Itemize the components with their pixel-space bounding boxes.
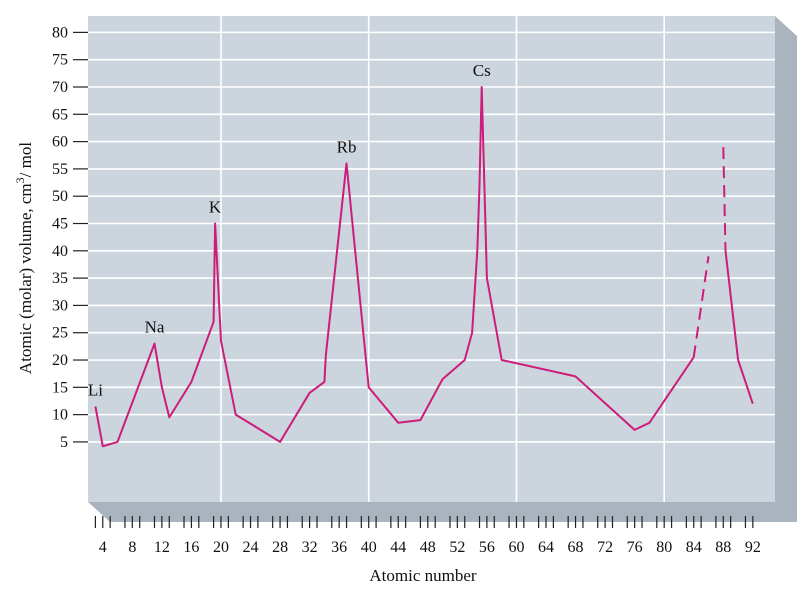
x-tick-label: 28 xyxy=(272,539,288,556)
x-tick-label: 60 xyxy=(508,539,524,556)
y-tick-label: 40 xyxy=(52,243,68,260)
x-axis-title: Atomic number xyxy=(369,566,477,585)
x-tick-label: 4 xyxy=(99,539,107,556)
x-tick-label: 40 xyxy=(361,539,377,556)
x-tick-label: 36 xyxy=(331,539,347,556)
panel-right-side xyxy=(775,16,797,522)
x-tick-label: 72 xyxy=(597,539,613,556)
y-tick-label: 65 xyxy=(52,106,68,123)
data-line-segment-4 xyxy=(724,250,754,405)
y-tick-label: 45 xyxy=(52,216,68,233)
y-axis: 5 10 15 20 25 30 35 40 45 50 55 60 65 70 75 80 xyxy=(52,24,88,451)
panel-bottom-side xyxy=(88,502,797,522)
y-tick-label: 30 xyxy=(52,297,68,314)
y-tick-label: 20 xyxy=(52,352,68,369)
x-tick-label: 16 xyxy=(183,539,199,556)
x-tick-label: 84 xyxy=(686,539,702,556)
element-label-li: Li xyxy=(88,381,103,400)
data-line-segment-3 xyxy=(722,147,727,251)
y-tick-label: 25 xyxy=(52,325,68,342)
annot-layer: Li Na K Rb Cs xyxy=(88,61,491,399)
y-tick-label: 50 xyxy=(52,188,68,205)
x-tick-label: 68 xyxy=(568,539,584,556)
y-tick-label: 70 xyxy=(52,79,68,96)
element-label-k: K xyxy=(209,198,222,217)
x-tick-label: 8 xyxy=(128,539,136,556)
x-tick-label: 32 xyxy=(302,539,318,556)
x-tick-label: 24 xyxy=(243,539,259,556)
element-label-rb: Rb xyxy=(337,138,357,157)
x-tick-label: 64 xyxy=(538,539,554,556)
y-tick-label: 35 xyxy=(52,270,68,287)
x-tick-label: 52 xyxy=(449,539,465,556)
x-tick-label: 44 xyxy=(390,539,406,556)
y-tick-label: 80 xyxy=(52,24,68,41)
grid-layer xyxy=(88,16,775,502)
y-tick-label: 60 xyxy=(52,134,68,151)
x-tick-label: 88 xyxy=(715,539,731,556)
y-axis-title-superscript: 3 xyxy=(13,177,27,183)
x-tick-label: 92 xyxy=(745,539,761,556)
y-tick-label: 10 xyxy=(52,407,68,424)
data-line-segment-1 xyxy=(94,86,695,448)
y-tick-label: 5 xyxy=(60,434,68,451)
y-tick-label: 75 xyxy=(52,52,68,69)
y-axis-title-main: Atomic (molar) volume, cm xyxy=(16,183,35,374)
element-label-cs: Cs xyxy=(473,61,491,80)
x-tick-label: 56 xyxy=(479,539,495,556)
x-tick-label: 12 xyxy=(154,539,170,556)
x-tick-label: 20 xyxy=(213,539,229,556)
y-axis-title-tail: / mol xyxy=(16,142,35,178)
x-tick-label: 80 xyxy=(656,539,672,556)
y-axis-title: Atomic (molar) volume, cm3/ mol xyxy=(13,142,35,374)
plot-panel xyxy=(88,16,775,502)
x-tick-label: 48 xyxy=(420,539,436,556)
y-tick-label: 15 xyxy=(52,379,68,396)
element-label-na: Na xyxy=(145,318,165,337)
y-tick-label: 55 xyxy=(52,161,68,178)
x-axis: 4 8 12 16 20 24 28 32 36 40 44 48 52 56 60 64 68 72 76 80 84… xyxy=(94,516,761,556)
x-tick-label: 76 xyxy=(627,539,643,556)
data-line-segment-2 xyxy=(692,256,710,358)
series-layer xyxy=(94,86,754,448)
